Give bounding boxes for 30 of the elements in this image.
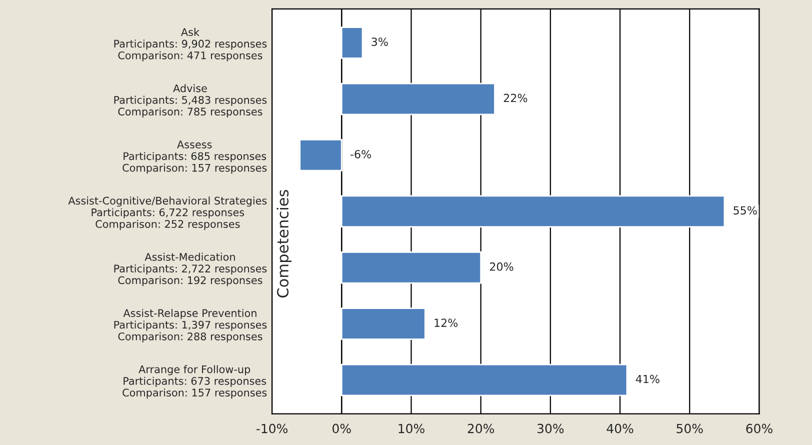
x-tick-label: 30% xyxy=(537,424,564,434)
x-tick-label: 60% xyxy=(746,424,772,434)
data-label: 55% xyxy=(734,206,757,215)
bar xyxy=(340,308,426,340)
y-tick-label: Assess Participants: 685 responses Comparison: 157 responses xyxy=(122,140,267,174)
x-tick-label: 0% xyxy=(332,424,351,434)
x-tick-label: -10% xyxy=(256,424,288,434)
data-label: 41% xyxy=(636,374,660,384)
x-tick-label: 10% xyxy=(398,424,424,434)
x-tick-label: 40% xyxy=(606,424,634,434)
data-label: -6% xyxy=(350,150,371,158)
y-tick-label: Assist-Relapse Prevention Participants: 1,397 responses Comparison: 288 responses xyxy=(114,308,267,342)
bar xyxy=(340,82,496,116)
x-tick-label: 50% xyxy=(676,424,703,434)
bar xyxy=(299,139,342,172)
data-label: 12% xyxy=(434,318,458,328)
data-label: 22% xyxy=(504,94,528,102)
data-label: 20% xyxy=(490,262,514,271)
x-tick-label: 20% xyxy=(468,424,494,434)
y-tick-label: Arrange for Follow-up Participants: 673 responses Comparison: 157 responses xyxy=(122,365,267,399)
y-tick-label: Ask Participants: 9,902 responses Comparison: 471 responses xyxy=(114,28,267,62)
y-tick-label: Advise Participants: 5,483 responses Comparison: 785 responses xyxy=(114,84,267,118)
bar xyxy=(340,364,628,396)
y-tick-label: Assist-Cognitive/Behavioral Strategies Participants: 6,722 responses Comparison: 252 responses xyxy=(68,196,267,230)
bar xyxy=(340,195,726,228)
data-label: 3% xyxy=(372,38,388,46)
y-axis-title: Competencies xyxy=(276,190,292,298)
bar xyxy=(340,251,482,284)
y-tick-label: Assist-Medication Participants: 2,722 responses Comparison: 192 responses xyxy=(114,252,267,286)
bar xyxy=(340,26,364,59)
